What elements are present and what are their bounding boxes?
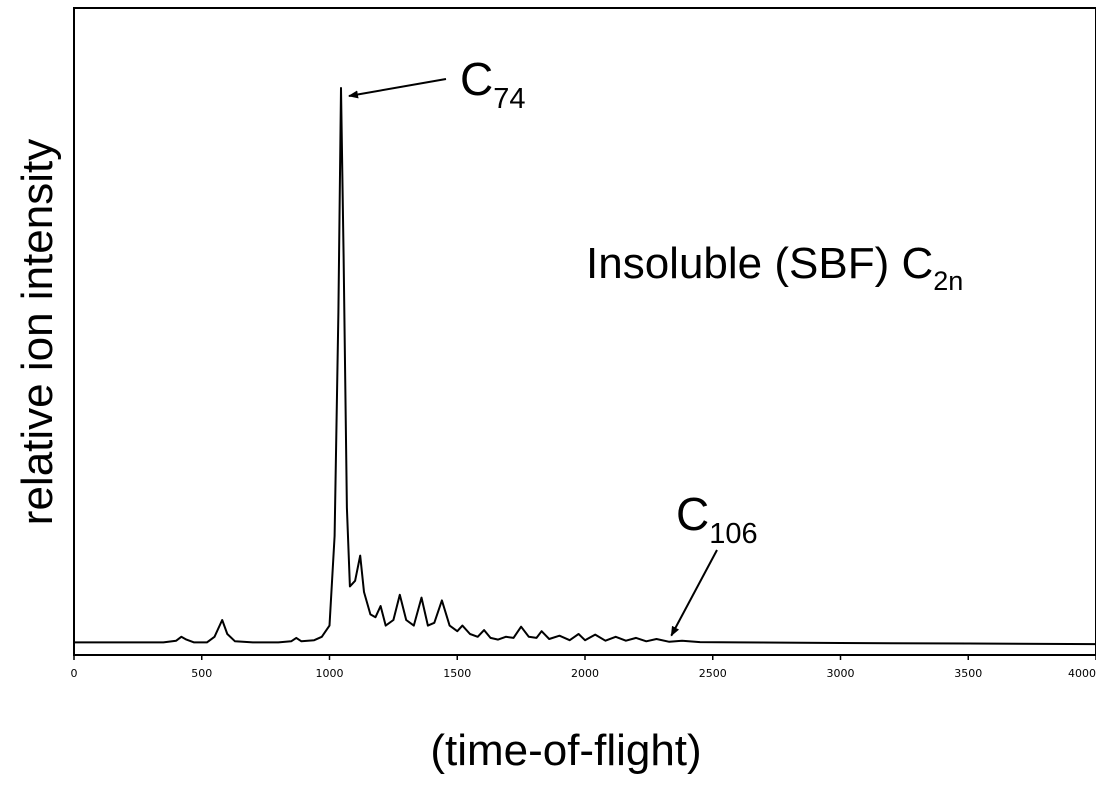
x-tick-label: 0 (71, 667, 78, 680)
annotation-c74: C74 (460, 53, 526, 115)
annotation-c106: C106 (676, 488, 758, 550)
annotation-c106-arrow (670, 549, 718, 637)
x-tick-label: 500 (191, 667, 212, 680)
annotation-insoluble-sbf: Insoluble (SBF) C2n (586, 239, 963, 296)
x-tick-label: 1000 (316, 667, 344, 680)
x-tick-label: 4000 (1068, 667, 1096, 680)
plot-frame (73, 7, 1096, 656)
x-axis-label: (time-of-flight) (430, 726, 701, 775)
x-tick-label: 2000 (571, 667, 599, 680)
y-axis-label: relative ion intensity (13, 139, 62, 525)
series-line (74, 87, 1096, 646)
x-tick-label: 3000 (827, 667, 855, 680)
annotation-c74-arrow (348, 78, 447, 99)
x-tick-label: 2500 (699, 667, 727, 680)
x-tick-label: 3500 (954, 667, 982, 680)
annotations: C74 Insoluble (SBF) C2n C106 (348, 53, 963, 637)
x-axis-ticks: 0 500 1000 1500 2000 2500 3000 3500 4000 (71, 655, 1096, 680)
x-tick-label: 1500 (443, 667, 471, 680)
